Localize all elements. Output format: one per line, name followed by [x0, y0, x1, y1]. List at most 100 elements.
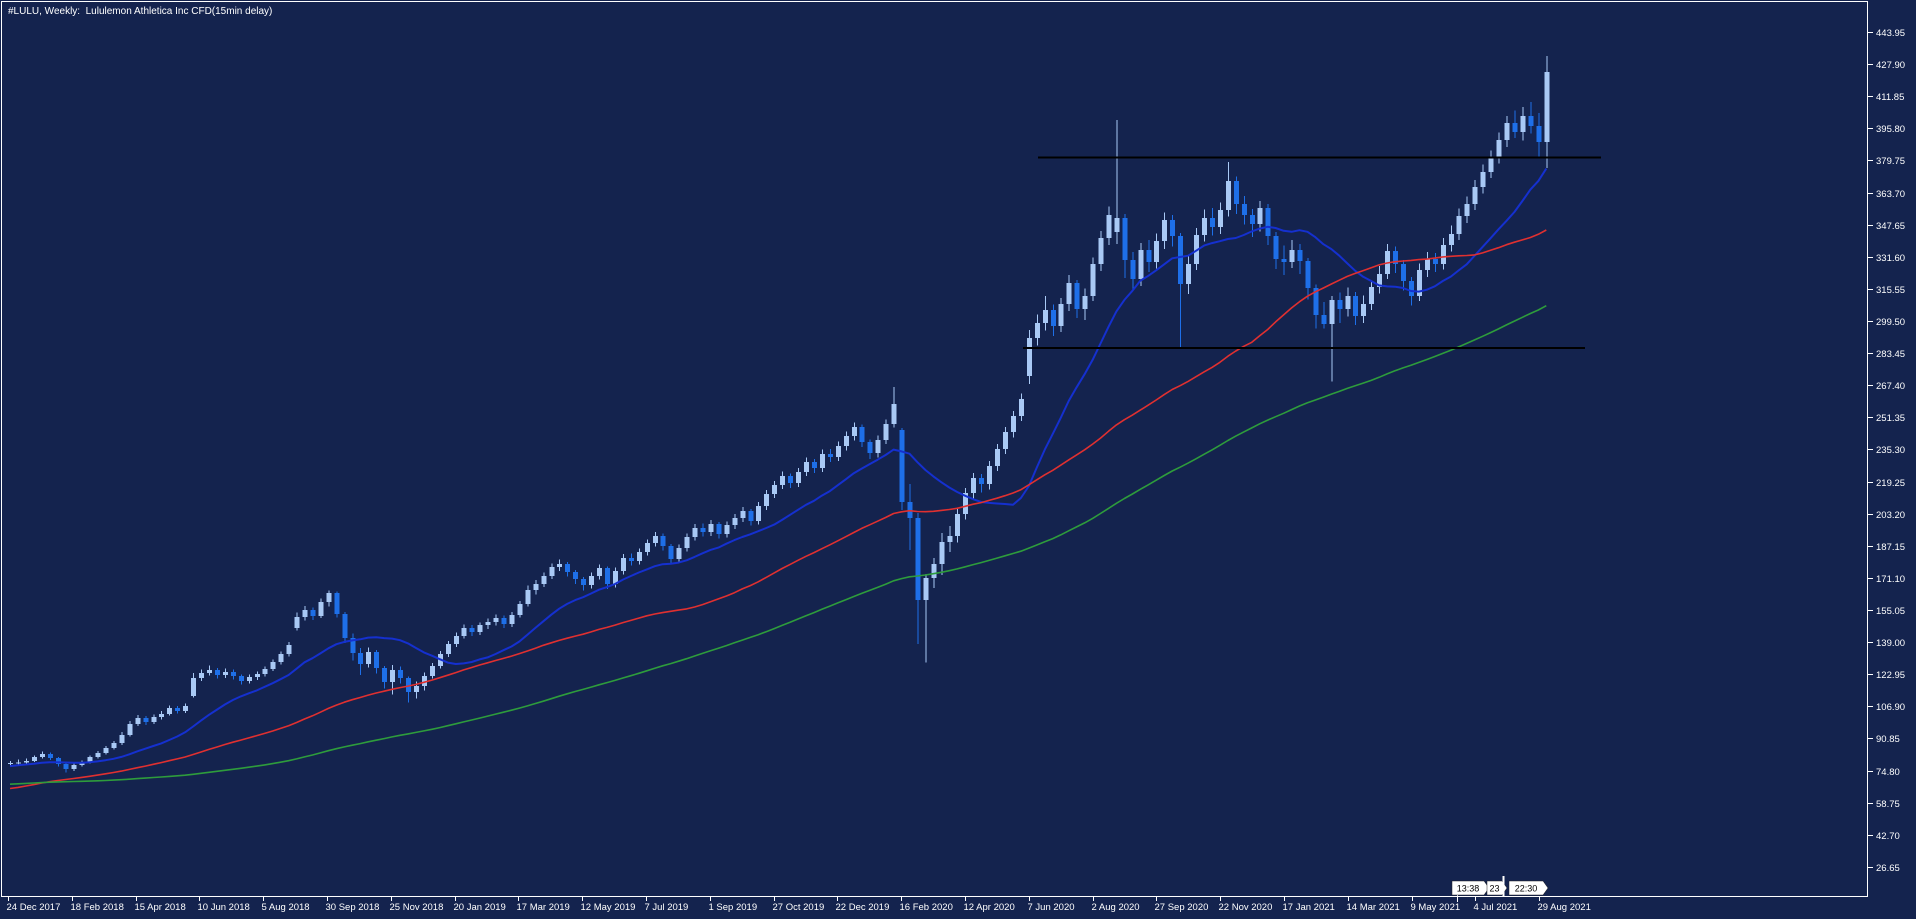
up-candle-body [366, 652, 372, 665]
up-candle-body [875, 440, 881, 453]
up-candle-body [692, 528, 698, 537]
time-tick-label: 5 Aug 2018 [262, 902, 310, 913]
up-candle-body [1225, 180, 1231, 210]
up-candle-body [461, 628, 467, 637]
up-candle-body [612, 571, 618, 585]
up-candle-body [15, 762, 21, 764]
up-candle-body [620, 558, 626, 572]
up-candle-body [39, 754, 45, 758]
down-candle-body [1074, 283, 1080, 309]
price-tick-label: 267.40 [1876, 381, 1905, 392]
time-badge-label: 22:30 [1515, 884, 1538, 894]
up-candle-body [207, 670, 212, 674]
time-tick-label: 14 Mar 2021 [1347, 902, 1400, 913]
price-tick-label: 58.75 [1876, 799, 1900, 810]
up-candle-body [1106, 215, 1112, 238]
up-candle-body [477, 625, 483, 633]
ma-fast-line[interactable] [9, 168, 1548, 768]
up-candle-body [963, 493, 969, 514]
up-candle-body [843, 436, 849, 446]
up-candle-body [1448, 234, 1454, 245]
up-candle-body [421, 676, 427, 687]
up-candle-body [1488, 156, 1494, 172]
up-candle-body [557, 564, 563, 568]
up-candle-body [1440, 245, 1446, 264]
down-candle-body [1273, 236, 1279, 259]
up-candle-body [1018, 399, 1024, 416]
price-tick-label: 331.60 [1876, 253, 1905, 264]
up-candle-body [23, 761, 29, 763]
price-tick-label: 283.45 [1876, 349, 1905, 360]
up-candle-body [796, 472, 802, 483]
up-candle-body [493, 618, 499, 623]
up-candle-body [1162, 220, 1168, 241]
price-tick-label: 42.70 [1876, 831, 1900, 842]
up-candle-body [1345, 296, 1351, 309]
horizontal-lines-layer[interactable] [1023, 156, 1601, 349]
time-tick-label: 7 Jul 2019 [645, 902, 689, 913]
up-candle-body [167, 708, 173, 715]
time-axis[interactable]: 24 Dec 2017 18 Feb 2018 15 Apr 2018 10 Jun … [7, 897, 1591, 913]
down-candle-body [867, 442, 873, 453]
time-tick-label: 27 Oct 2019 [773, 902, 825, 913]
down-candle-body [827, 454, 833, 457]
down-candle-body [398, 670, 404, 679]
up-candle-body [819, 454, 825, 468]
up-candle-body [636, 552, 642, 562]
up-candle-body [1026, 338, 1032, 376]
down-candle-body [859, 427, 865, 442]
down-candle-body [811, 462, 817, 468]
price-tick-label: 155.05 [1876, 606, 1905, 617]
time-tick-label: 17 Mar 2019 [517, 902, 570, 913]
down-candle-body [1281, 259, 1287, 262]
ma-medium-line[interactable] [9, 229, 1547, 790]
time-badges-layer[interactable]: 13:38 23 22:30 [1451, 876, 1549, 902]
down-candle-body [788, 476, 794, 483]
time-badge[interactable] [1451, 880, 1490, 896]
down-candle-body [1353, 296, 1359, 316]
down-candle-body [1249, 215, 1255, 224]
down-candle-body [1050, 310, 1056, 326]
up-candle-body [995, 449, 1001, 466]
up-candle-body [1042, 310, 1048, 323]
up-candle-body [987, 466, 993, 484]
up-candle-body [199, 673, 205, 679]
down-candle-body [1512, 122, 1518, 132]
up-candle-body [1504, 122, 1510, 140]
up-candle-body [1138, 250, 1144, 279]
up-candle-body [1424, 259, 1430, 270]
down-candle-body [214, 670, 220, 676]
up-candle-body [95, 753, 101, 758]
price-axis[interactable]: 443.95 427.90 411.85 395.80 379.75 363.70 347.… [1868, 28, 1905, 874]
down-candle-body [748, 511, 754, 521]
time-badge[interactable] [1508, 880, 1549, 896]
up-candle-body [509, 615, 515, 625]
down-candle-body [358, 653, 364, 665]
down-candle-body [1536, 125, 1542, 142]
up-candle-body [732, 518, 738, 525]
up-candle-body [939, 542, 945, 565]
up-candle-body [1520, 115, 1526, 132]
up-candle-body [955, 514, 961, 536]
time-tick-label: 30 Sep 2018 [326, 902, 380, 913]
up-candle-body [772, 485, 778, 494]
time-badge-label: 23 [1489, 884, 1499, 894]
up-candle-body [485, 622, 491, 626]
up-candle-body [103, 748, 109, 754]
up-candle-body [971, 478, 977, 493]
time-tick-label: 4 Jul 2021 [1474, 902, 1518, 913]
down-candle-body [342, 614, 348, 639]
down-candle-body [143, 718, 149, 723]
up-candle-body [151, 717, 157, 723]
price-tick-label: 219.25 [1876, 478, 1905, 489]
down-candle-body [406, 678, 411, 693]
down-candle-body [1401, 264, 1406, 281]
up-candle-body [597, 568, 603, 577]
time-tick-label: 29 Aug 2021 [1538, 902, 1591, 913]
up-candle-body [947, 536, 953, 543]
ma-slow-line[interactable] [9, 304, 1547, 785]
price-tick-label: 139.00 [1876, 638, 1905, 649]
